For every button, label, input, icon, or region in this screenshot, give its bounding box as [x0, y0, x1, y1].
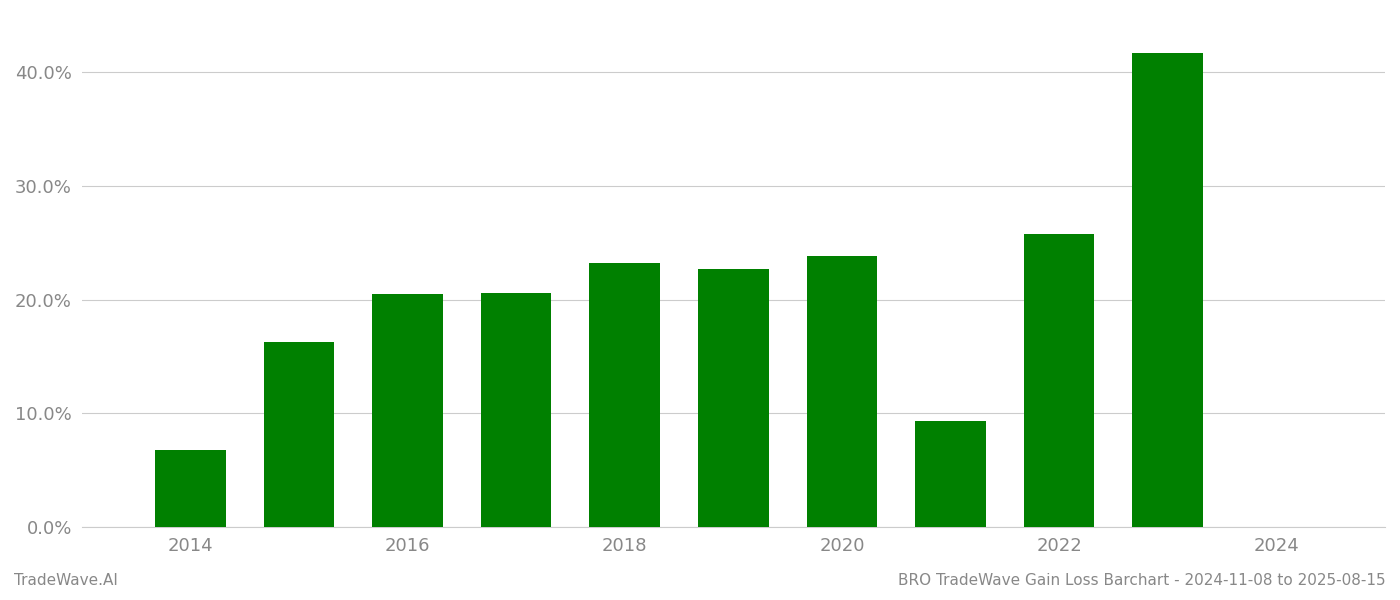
Bar — [699, 269, 769, 527]
Bar — [916, 421, 986, 527]
Text: TradeWave.AI: TradeWave.AI — [14, 573, 118, 588]
Bar — [155, 450, 225, 527]
Bar — [1023, 233, 1095, 527]
Bar — [480, 293, 552, 527]
Bar — [589, 263, 659, 527]
Bar — [806, 256, 878, 527]
Bar — [1133, 53, 1203, 527]
Text: BRO TradeWave Gain Loss Barchart - 2024-11-08 to 2025-08-15: BRO TradeWave Gain Loss Barchart - 2024-… — [899, 573, 1386, 588]
Bar — [372, 294, 442, 527]
Bar — [263, 342, 335, 527]
